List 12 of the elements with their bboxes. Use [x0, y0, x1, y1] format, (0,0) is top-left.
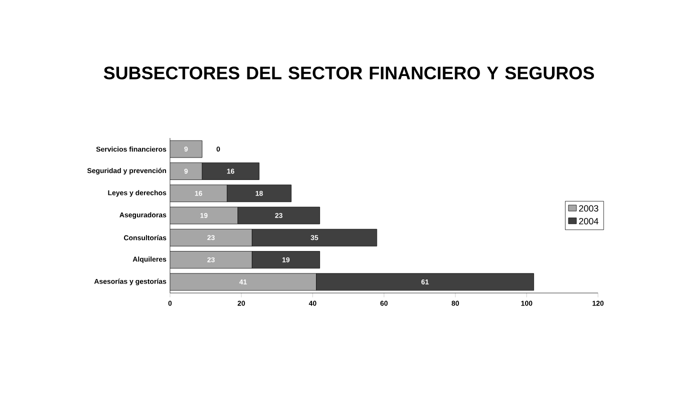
bar — [170, 140, 202, 158]
legend-label: 2003 — [579, 205, 598, 212]
bar — [226, 184, 292, 202]
bar — [170, 184, 228, 202]
bar — [170, 206, 238, 224]
bar — [170, 228, 252, 246]
legend-label: 2004 — [579, 218, 598, 224]
bar — [170, 273, 316, 291]
bar — [170, 251, 252, 268]
chart-title: SUBSECTORES DEL SECTOR FINANCIERO Y SEGUROS — [104, 66, 594, 80]
bar — [170, 162, 202, 180]
bar — [202, 162, 260, 180]
